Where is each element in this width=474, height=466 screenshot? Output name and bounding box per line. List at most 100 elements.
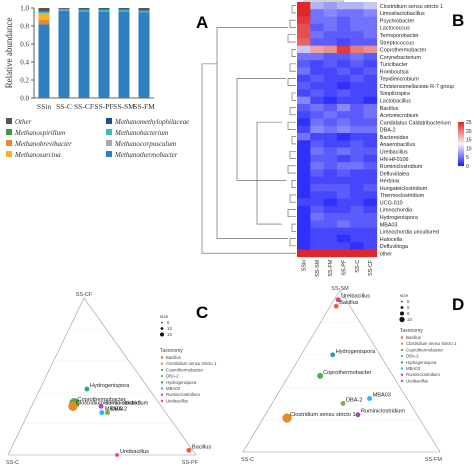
bar-segment-methanothermobacter <box>78 11 90 99</box>
row-label-corynebacterium: Corynebacterium <box>380 55 422 61</box>
heatmap-cell <box>363 140 378 148</box>
heatmap-cell <box>297 133 311 141</box>
heatmap-cell <box>310 9 324 17</box>
bar-segment-other <box>98 8 110 10</box>
heatmap-cell <box>363 67 378 76</box>
heatmap-cell <box>310 45 324 54</box>
size-legend-title: size <box>160 314 169 319</box>
dendrogram-branch <box>287 209 296 218</box>
size-legend-label: 8 <box>407 311 410 316</box>
heatmap-cell <box>350 60 364 68</box>
legend-label-methanobrevibacter: Methanobrevibacter <box>14 140 72 148</box>
point-ureibacillus <box>335 297 341 303</box>
heatmap-cell <box>310 38 324 46</box>
heatmap-cell <box>323 16 338 25</box>
bar-segment-methanothermobacter <box>118 11 130 99</box>
heatmap-cell <box>363 52 378 61</box>
heatmap-cell <box>336 111 351 119</box>
y-tick-label: 0.4 <box>20 59 29 67</box>
heatmap-cell <box>297 213 311 221</box>
column-label-ssin: SSin <box>302 260 308 271</box>
heatmap-cell <box>297 154 311 163</box>
heatmap-cell <box>310 16 324 25</box>
legend-swatch-methanocorpusculum <box>106 140 112 146</box>
row-label-limnochordia-uncultured: Limnochordia uncultured <box>380 230 439 236</box>
taxonomy-legend-label-dba-2: DBA-2 <box>166 374 179 379</box>
size-legend-dot <box>400 306 404 309</box>
heatmap-cell <box>363 191 378 199</box>
bar-segment-methanobacterium <box>38 11 50 14</box>
heatmap-cell <box>336 220 351 228</box>
heatmap-cell <box>336 38 351 46</box>
heatmap-cell <box>323 154 338 163</box>
dendrogram-branch <box>291 223 296 232</box>
bar-segment-methanobacterium <box>118 9 130 12</box>
heatmap-cell <box>297 205 311 214</box>
bar-segment-methanobacterium <box>58 8 70 11</box>
point-mba03 <box>367 396 373 401</box>
row-label-halocella: Halocella <box>380 237 402 243</box>
heatmap-cell <box>310 111 324 119</box>
taxonomy-legend-dot-ruminiclostridium <box>160 393 164 396</box>
heatmap-cell <box>297 125 311 134</box>
heatmap-cell <box>323 111 338 119</box>
heatmap-cell <box>336 23 351 32</box>
heatmap-cell <box>350 249 364 258</box>
row-label-mba03: MBA03 <box>380 222 398 228</box>
taxonomy-legend-dot-ruminiclostridium <box>400 373 404 376</box>
taxonomy-legend-dot-clostridium-sensu-stricto-1 <box>160 362 164 365</box>
legend-label-methanobacterium: Methanobacterium <box>114 129 168 137</box>
heatmap-cell <box>310 220 324 228</box>
point-label-coprothermobacter: Coprothermobacter <box>77 397 125 403</box>
row-label-christensenellaceae-r-7-group: Christensenellaceae R-7 group <box>380 84 454 90</box>
bar-segment-methanobrevibacter <box>38 19 50 25</box>
heatmap-cell <box>350 125 364 134</box>
bar-segment-methanothermobacter <box>38 24 50 99</box>
row-label-defluviitoga: Defluviitoga <box>380 244 408 250</box>
heatmap-cell <box>363 111 378 119</box>
heatmap-cell <box>323 23 338 32</box>
heatmap-cell <box>350 96 364 105</box>
heatmap-cell <box>363 169 378 178</box>
colorbar-tick-label: 10 <box>466 146 472 152</box>
size-legend-title: size <box>400 293 409 298</box>
bar-segment-methanothermobacter <box>138 12 150 98</box>
taxonomy-legend-label-bacillus: Bacillus <box>406 335 421 340</box>
heatmap-cell <box>310 96 324 105</box>
heatmap-cell <box>297 111 311 119</box>
taxonomy-legend-dot-dba-2 <box>400 354 404 358</box>
heatmap-cell <box>336 52 351 61</box>
heatmap-cell <box>363 133 378 141</box>
heatmap-cell <box>297 103 311 112</box>
point-coprothermobacter <box>317 372 324 379</box>
heatmap-cell <box>297 176 311 185</box>
dendrogram-branch <box>287 165 296 174</box>
taxonomy-legend-label-coprothermobacter: Coprothermobacter <box>166 367 204 372</box>
taxonomy-legend-label-mba03: MBA03 <box>406 366 421 371</box>
heatmap-cell <box>310 31 324 39</box>
row-label-bacteroides: Bacteroides <box>380 135 409 141</box>
column-label-ss-sm: SS-SM <box>315 259 321 277</box>
heatmap-cell <box>336 16 351 25</box>
heatmap-cell <box>363 213 378 221</box>
heatmap-cell <box>336 227 351 236</box>
point-label-clostridium-sensu-stricto-1: Clostridium sensu stricto 1 <box>76 400 142 406</box>
heatmap-cell <box>310 227 324 236</box>
vertex-label-left: SS-C <box>6 460 19 466</box>
size-legend-dot <box>160 332 164 337</box>
point-label-mba03: MBA03 <box>373 393 391 399</box>
x-tick-label: SS-CF <box>74 102 94 111</box>
heatmap-cell <box>336 89 351 97</box>
heatmap-cell <box>297 162 311 170</box>
heatmap-cell <box>310 198 324 207</box>
heatmap-cell <box>350 9 364 17</box>
legend-label-methanocorpusculum: Methanocorpusculum <box>114 140 176 148</box>
column-dendrogram <box>303 0 344 2</box>
heatmap-cell <box>336 74 351 83</box>
heatmap-cell <box>363 16 378 25</box>
vertex-label-right: SS-FM <box>425 457 443 463</box>
heatmap-cell <box>323 103 338 112</box>
heatmap-cell <box>323 74 338 83</box>
